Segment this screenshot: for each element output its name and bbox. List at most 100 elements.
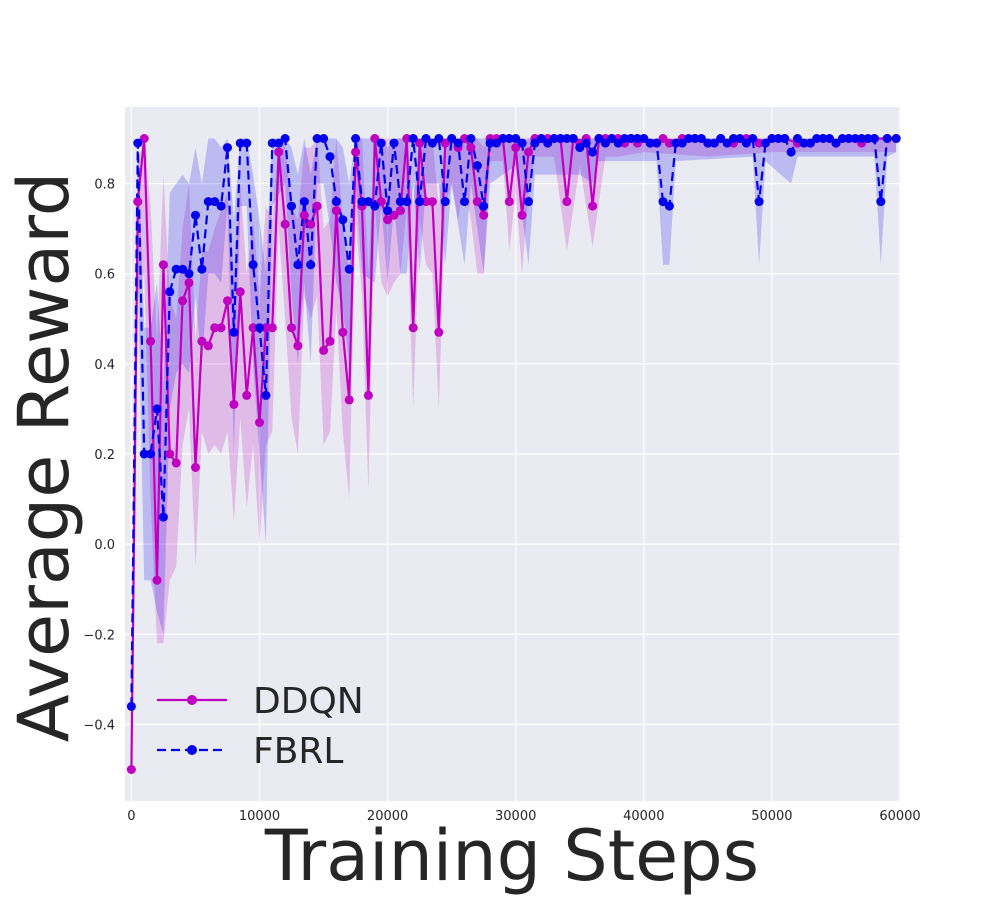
fbrl-point bbox=[152, 404, 162, 414]
fbrl-point bbox=[472, 161, 482, 171]
fbrl-point bbox=[434, 134, 444, 143]
ddqn-point bbox=[191, 463, 200, 472]
ddqn-point bbox=[440, 138, 450, 148]
fbrl-point bbox=[492, 138, 501, 148]
fbrl-point bbox=[869, 134, 879, 143]
fbrl-point bbox=[485, 138, 495, 148]
ddqn-point bbox=[223, 296, 232, 306]
fbrl-point bbox=[786, 147, 796, 157]
fbrl-point bbox=[556, 134, 565, 143]
ddqn-point bbox=[389, 210, 399, 220]
fbrl-point bbox=[274, 138, 284, 148]
fbrl-point bbox=[722, 138, 732, 148]
fbrl-point bbox=[460, 197, 469, 207]
fbrl-point bbox=[376, 138, 386, 148]
fbrl-point bbox=[223, 143, 232, 153]
fbrl-point bbox=[882, 134, 892, 143]
fbrl-point bbox=[844, 134, 854, 143]
fbrl-point bbox=[530, 138, 540, 148]
ddqn-point bbox=[504, 197, 514, 207]
ddqn-point bbox=[664, 138, 674, 148]
fbrl-point bbox=[171, 264, 181, 274]
fbrl-point bbox=[440, 197, 450, 207]
ddqn-point bbox=[312, 201, 322, 211]
series-markers bbox=[126, 134, 901, 774]
y-tick-label: 0.6 bbox=[94, 268, 115, 283]
fbrl-point bbox=[639, 134, 649, 143]
ddqn-point bbox=[383, 215, 393, 225]
ddqn-point bbox=[293, 341, 303, 351]
fbrl-point bbox=[287, 201, 296, 211]
fbrl-point bbox=[229, 327, 239, 337]
fbrl-point bbox=[812, 134, 822, 143]
fbrl-point bbox=[780, 134, 790, 143]
x-tick-label: 0 bbox=[127, 809, 135, 824]
fbrl-point bbox=[191, 210, 200, 220]
ddqn-point bbox=[562, 197, 572, 207]
fbrl-point bbox=[735, 134, 745, 143]
fbrl-point bbox=[594, 134, 604, 143]
fbrl-point bbox=[504, 134, 514, 143]
ddqn-point bbox=[344, 395, 354, 405]
fbrl-point bbox=[344, 264, 354, 274]
ddqn-point bbox=[434, 327, 444, 337]
ddqn-point bbox=[171, 458, 181, 468]
fbrl-point bbox=[312, 134, 322, 143]
ddqn-point bbox=[287, 323, 296, 333]
fbrl-point bbox=[761, 138, 770, 148]
fbrl-point bbox=[133, 138, 143, 148]
ddqn-point bbox=[261, 323, 271, 333]
fbrl-point bbox=[402, 197, 412, 207]
fbrl-point bbox=[863, 134, 873, 143]
ddqn-point bbox=[479, 210, 489, 220]
ddqn-point bbox=[754, 138, 764, 148]
fbrl-point bbox=[575, 143, 585, 153]
fbrl-point bbox=[818, 134, 828, 143]
fbrl-point bbox=[210, 197, 220, 207]
fbrl-point bbox=[511, 134, 521, 143]
fbrl-point bbox=[677, 138, 687, 148]
fbrl-point bbox=[517, 138, 527, 148]
fbrl-point bbox=[696, 134, 706, 143]
ddqn-point bbox=[126, 765, 136, 774]
fbrl-point bbox=[729, 134, 738, 143]
ddqn-point bbox=[203, 341, 213, 351]
ddqn-point bbox=[306, 219, 316, 229]
legend-fbrl-marker bbox=[187, 745, 197, 755]
ddqn-point bbox=[229, 399, 239, 409]
fbrl-point bbox=[383, 206, 393, 216]
ddqn-point bbox=[184, 278, 194, 288]
fbrl-point bbox=[549, 134, 559, 143]
fbrl-point bbox=[242, 138, 252, 148]
fbrl-point bbox=[306, 260, 316, 270]
fbrl-point bbox=[338, 215, 348, 225]
fbrl-point bbox=[536, 134, 546, 143]
ddqn-point bbox=[319, 345, 329, 355]
y-tick-label: 0.2 bbox=[94, 448, 115, 463]
legend-ddqn-label: DDQN bbox=[253, 681, 364, 722]
fbrl-point bbox=[703, 138, 713, 148]
fbrl-point bbox=[325, 152, 335, 162]
ddqn-point bbox=[152, 575, 162, 585]
fbrl-point bbox=[479, 201, 489, 211]
ddqn-point bbox=[517, 210, 527, 220]
y-axis-title: Average Reward bbox=[3, 172, 85, 742]
x-tick-label: 60000 bbox=[879, 809, 920, 824]
fbrl-point bbox=[216, 201, 226, 211]
ddqn-point bbox=[133, 197, 143, 207]
fbrl-point bbox=[158, 512, 168, 522]
legend-ddqn-marker bbox=[187, 695, 197, 705]
fbrl-point bbox=[773, 134, 783, 143]
ddqn-point bbox=[325, 336, 335, 346]
legend: DDQN FBRL bbox=[157, 681, 364, 772]
fbrl-point bbox=[370, 201, 380, 211]
fbrl-point bbox=[524, 197, 533, 207]
fbrl-point bbox=[658, 197, 668, 207]
fbrl-point bbox=[600, 138, 610, 148]
fbrl-point bbox=[825, 134, 834, 143]
y-tick-labels: −0.4 −0.2 0.0 0.2 0.4 0.6 0.8 bbox=[83, 178, 115, 734]
fbrl-point bbox=[280, 134, 290, 143]
x-tick-label: 10000 bbox=[239, 809, 280, 824]
x-tick-label: 30000 bbox=[495, 809, 536, 824]
